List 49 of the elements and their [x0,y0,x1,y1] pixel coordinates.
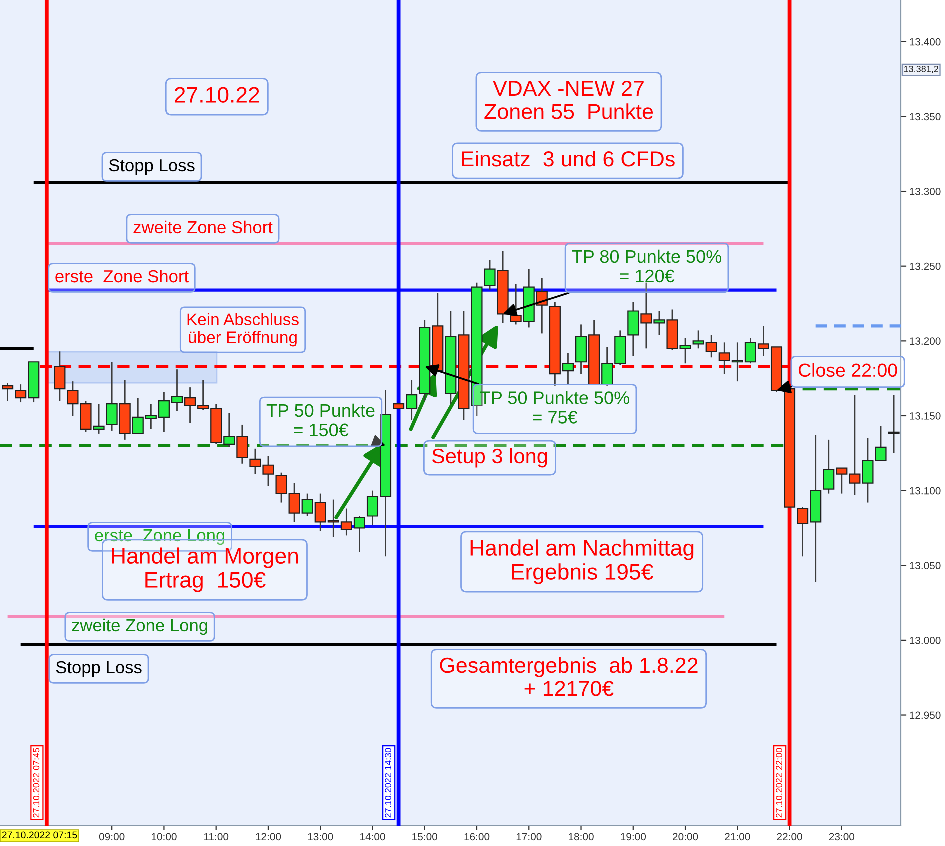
x-tick-label: 19:00 [621,833,646,841]
annotation: Handel am Nachmittag Ergebnis 195€ [470,540,694,584]
x-tick-label: 13:00 [308,833,334,841]
x-tick-label: 09:00 [99,833,125,841]
annotation: Handel am Morgen Ertrag 150€ [112,548,298,592]
annotation: 27.10.22 [175,87,260,103]
annotation: Close 22:00 [798,363,898,378]
annotation: Setup 3 long [432,448,548,468]
x-tick-label: 20:00 [673,833,698,841]
ref-line-label: 27.10.2022 07:45 [33,748,40,818]
y-tick-label: 13.150 [910,412,941,420]
x-tick-label: 18:00 [569,833,594,841]
x-tick-label: 17:00 [516,833,542,841]
ref-line-label: 27.10.2022 14:30 [385,748,392,818]
annotation: zweite Zone Long [72,618,208,636]
x-tick-label: 14:00 [360,833,386,841]
candlestick [888,394,900,454]
annotation: Einsatz 3 und 6 CFDs [462,150,675,167]
x-tick-label: 15:00 [412,833,438,841]
ref-line-label: 27.10.2022 22:00 [776,748,782,818]
y-tick-label: 13.100 [910,487,941,495]
y-tick-label: 13.250 [910,262,941,270]
x-tick-label: 10:00 [152,833,177,841]
y-tick-label: 13.300 [910,188,941,196]
y-tick-label: 13.350 [910,113,941,121]
y-tick-label: 13.200 [910,338,941,346]
annotation: Gesamtergebnis ab 1.8.22 + 12170€ [440,657,698,696]
x-tick-label: 16:00 [464,833,490,841]
candlestick [2,382,14,402]
y-tick-label: 13.000 [910,636,941,644]
annotation: Stopp Loss [109,159,195,176]
annotation: TP 80 Punkte 50% = 120€ [572,250,722,283]
y-tick-label: 13.400 [910,38,941,46]
annotation: erste Zone Short [56,270,189,283]
text: 13.381,2 [904,66,938,74]
x-tick-label: 22:00 [777,833,802,841]
annotation: TP 50 Punkte = 150€ [266,404,375,437]
y-tick-label: 13.050 [910,562,941,570]
x-tick-label: 11:00 [204,833,229,841]
x-tick-label: 23:00 [829,833,855,841]
annotation: Kein Abschluss über Eröffnung [188,313,299,347]
candlestick [54,350,66,402]
x-tick-label: 12:00 [256,833,282,841]
annotation: VDAX -NEW 27 Zonen 55 Punkte [484,80,654,120]
annotation: Stopp Loss [56,661,142,678]
annotation: zweite Zone Short [134,220,273,234]
y-tick-label: 12.950 [910,712,941,720]
x-tick-label: 21:00 [725,833,750,841]
text: 27.10.2022 07:15 [2,832,78,839]
